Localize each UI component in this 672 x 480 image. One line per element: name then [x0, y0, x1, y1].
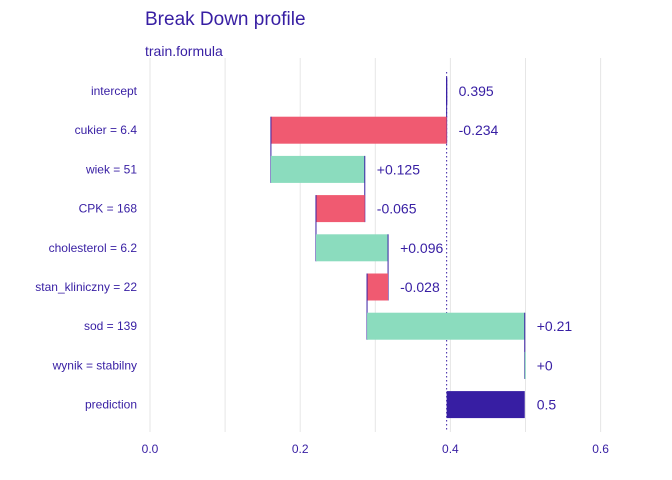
value-label: 0.5 [537, 397, 557, 413]
value-label: 0.395 [459, 83, 494, 99]
bar-positive [270, 155, 365, 183]
row-label: stan_kliniczny = 22 [35, 280, 137, 294]
x-tick-label: 0.6 [592, 442, 609, 456]
value-label: +0.21 [537, 318, 573, 334]
row-label: cholesterol = 6.2 [49, 241, 138, 255]
value-label: +0 [537, 357, 553, 373]
row-label: CPK = 168 [79, 202, 138, 216]
row-label: wiek = 51 [85, 162, 137, 176]
value-label: +0.125 [377, 161, 420, 177]
bar-positive [367, 312, 525, 340]
row-label: prediction [85, 398, 137, 412]
bar-negative [315, 195, 365, 223]
chart-title: Break Down profile [145, 9, 306, 30]
bars [270, 77, 526, 419]
row-label: wynik = stabilny [52, 358, 137, 372]
value-label: +0.096 [400, 240, 443, 256]
row-label: sod = 139 [84, 319, 137, 333]
row-label: intercept [91, 84, 138, 98]
value-label: -0.234 [459, 122, 499, 138]
bar-positive [524, 351, 526, 379]
bar-negative [270, 116, 447, 144]
bar-prediction [446, 391, 525, 419]
value-label: -0.028 [400, 279, 440, 295]
value-labels: 0.395 -0.234 +0.125 -0.065 +0.096 -0.028 +0.21… [377, 83, 573, 413]
x-tick-label: 0.0 [142, 442, 159, 456]
x-tick-label: 0.2 [292, 442, 309, 456]
row-labels: intercept cukier = 6.4 wiek = 51 CPK = 168 c… [35, 84, 137, 412]
bar-positive [315, 234, 389, 262]
x-tick-label: 0.4 [442, 442, 459, 456]
value-label: -0.065 [377, 201, 417, 217]
chart-subtitle: train.formula [145, 43, 223, 59]
row-label: cukier = 6.4 [75, 123, 138, 137]
x-axis-ticks: 0.0 0.2 0.4 0.6 [142, 442, 610, 456]
bar-negative [367, 273, 389, 301]
